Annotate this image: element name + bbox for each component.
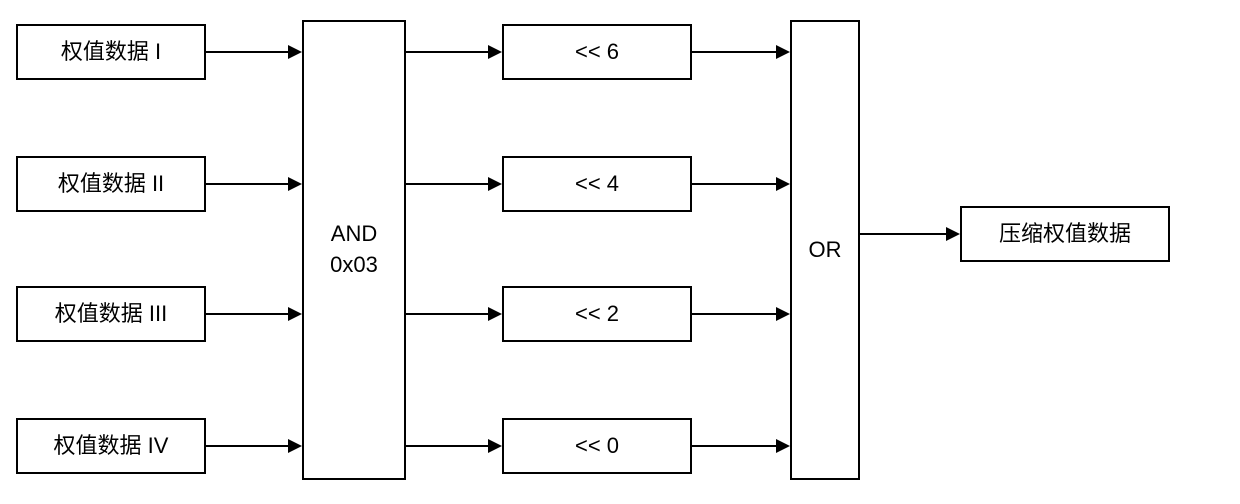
arrow-shift-or-2 (692, 183, 788, 185)
input-box-4: 权值数据 IV (16, 418, 206, 474)
shift-box-1: << 6 (502, 24, 692, 80)
arrow-input-and-2 (206, 183, 300, 185)
arrow-input-and-3 (206, 313, 300, 315)
arrow-and-shift-1 (406, 51, 500, 53)
arrow-or-output (860, 233, 958, 235)
shift-box-4: << 0 (502, 418, 692, 474)
or-label: OR (809, 235, 842, 266)
input-box-2: 权值数据 II (16, 156, 206, 212)
shift-box-3: << 2 (502, 286, 692, 342)
shift-label: << 4 (575, 169, 619, 200)
shift-label: << 6 (575, 37, 619, 68)
arrow-input-and-1 (206, 51, 300, 53)
and-block: AND 0x03 (302, 20, 406, 480)
and-label-line1: AND (331, 219, 377, 250)
or-block: OR (790, 20, 860, 480)
arrow-shift-or-3 (692, 313, 788, 315)
input-label: 权值数据 IV (54, 431, 169, 462)
input-label: 权值数据 II (58, 169, 164, 200)
arrow-shift-or-4 (692, 445, 788, 447)
output-label: 压缩权值数据 (999, 219, 1131, 250)
input-box-3: 权值数据 III (16, 286, 206, 342)
arrow-and-shift-4 (406, 445, 500, 447)
shift-label: << 0 (575, 431, 619, 462)
arrow-and-shift-2 (406, 183, 500, 185)
shift-label: << 2 (575, 299, 619, 330)
and-label-line2: 0x03 (330, 250, 378, 281)
input-label: 权值数据 III (55, 299, 167, 330)
shift-box-2: << 4 (502, 156, 692, 212)
input-box-1: 权值数据 I (16, 24, 206, 80)
arrow-input-and-4 (206, 445, 300, 447)
input-label: 权值数据 I (61, 37, 161, 68)
output-block: 压缩权值数据 (960, 206, 1170, 262)
arrow-and-shift-3 (406, 313, 500, 315)
arrow-shift-or-1 (692, 51, 788, 53)
